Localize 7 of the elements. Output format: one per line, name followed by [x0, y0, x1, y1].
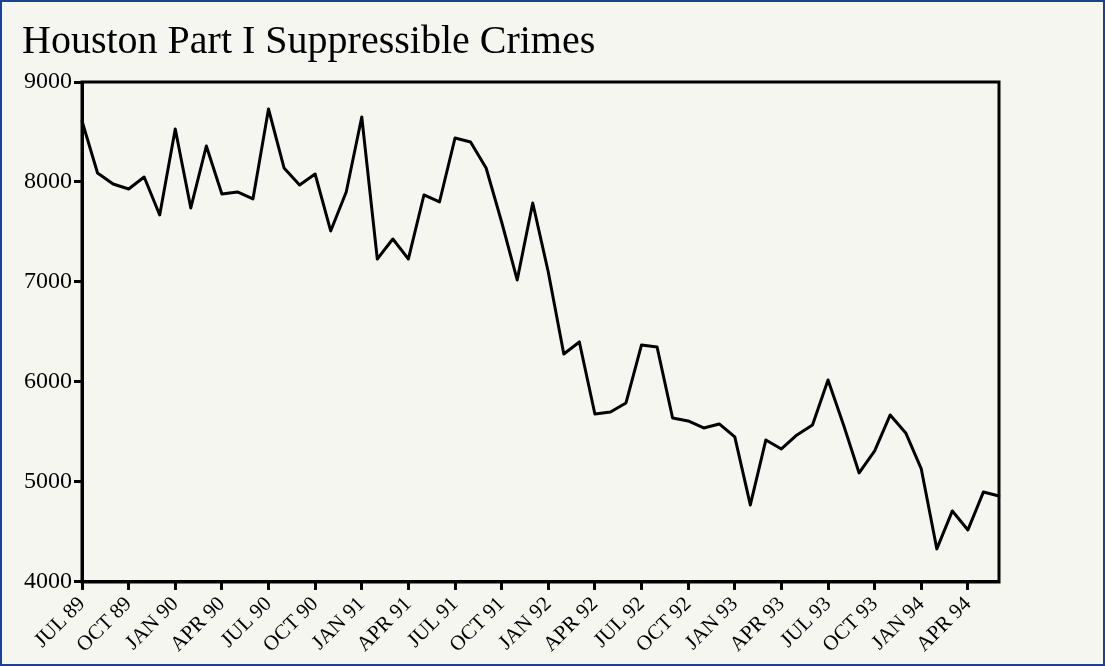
y-tick-label: 7000	[24, 267, 72, 294]
y-tick-label: 5000	[24, 467, 72, 494]
y-tick-label: 6000	[24, 367, 72, 394]
y-tick-label: 8000	[24, 167, 72, 194]
y-tick-label: 9000	[24, 67, 72, 94]
chart-title: Houston Part I Suppressible Crimes	[22, 16, 596, 62]
y-tick-label: 4000	[24, 567, 72, 594]
